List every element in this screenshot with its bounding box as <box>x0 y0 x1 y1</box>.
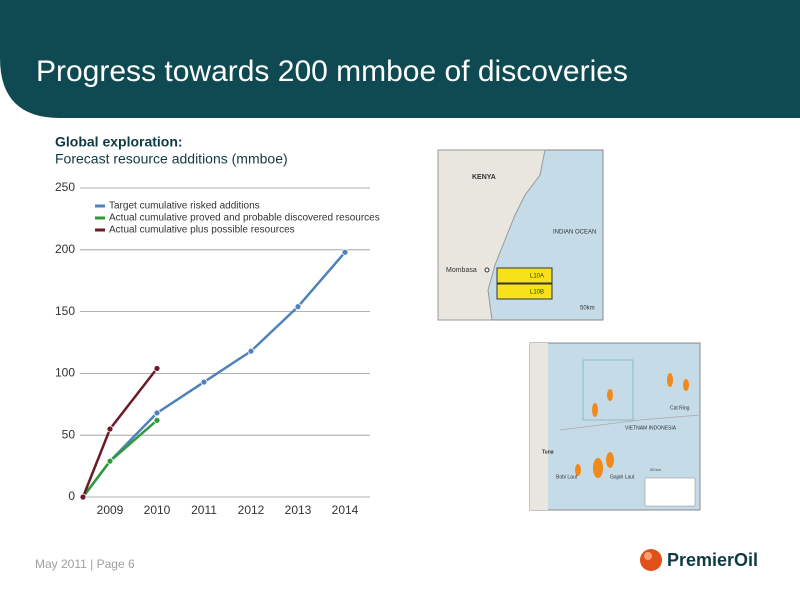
point <box>153 365 161 372</box>
point <box>341 248 349 256</box>
map-label: KENYA <box>472 174 496 181</box>
map-indonesia: Tuna Gajah Laut VIETNAM INDONESIA Cat Ri… <box>529 342 701 511</box>
logo-icon <box>640 549 662 571</box>
series-line <box>82 419 158 498</box>
x-tick-label: 2013 <box>285 503 312 517</box>
point <box>153 416 161 424</box>
logo-highlight <box>644 552 652 560</box>
y-tick-label: 100 <box>55 366 75 380</box>
map-kenya: KENYA INDIAN OCEAN Mombasa L10A L10B 50k… <box>437 149 604 321</box>
point <box>106 457 114 465</box>
series-line <box>82 251 346 498</box>
legend-label: Target cumulative risked additions <box>109 201 260 212</box>
point <box>106 425 114 433</box>
y-tick-label: 250 <box>55 180 75 194</box>
chart-title: Global exploration: <box>55 134 183 150</box>
map-label: Cat Ring <box>670 405 690 411</box>
point <box>247 347 255 355</box>
map-label: INDIAN OCEAN <box>553 230 596 236</box>
y-tick-label: 200 <box>55 242 75 256</box>
map-label: L10B <box>530 290 544 296</box>
map-label: L10A <box>530 274 544 280</box>
map-label: Bobi Laut <box>556 474 578 480</box>
x-tick-label: 2014 <box>332 503 359 517</box>
legend-label: Actual cumulative plus possible resource… <box>109 225 295 236</box>
point <box>79 493 87 501</box>
y-tick-label: 150 <box>55 304 75 318</box>
footer: May 2011 | Page 6 <box>35 557 135 571</box>
point <box>153 409 161 417</box>
series-line <box>81 367 158 498</box>
chart-subtitle: Forecast resource additions (mmboe) <box>55 151 288 167</box>
x-tick-label: 2012 <box>238 503 265 517</box>
map-label: Tuna <box>542 449 554 455</box>
map-label: VIETNAM INDONESIA <box>625 425 677 431</box>
legend-label: Actual cumulative proved and probable di… <box>109 213 380 224</box>
y-tick-label: 50 <box>62 427 76 441</box>
map-label: Mombasa <box>446 267 477 274</box>
map-label: 50km <box>580 306 595 312</box>
logo: PremierOil <box>667 550 758 570</box>
x-tick-label: 2011 <box>191 503 217 517</box>
x-tick-label: 2009 <box>97 503 124 517</box>
map-label: Gajah Laut <box>610 474 635 480</box>
x-tick-label: 2010 <box>144 503 171 517</box>
point <box>294 303 302 311</box>
y-tick-label: 0 <box>68 489 75 503</box>
map-label: 20 km <box>650 467 662 472</box>
point <box>200 378 208 386</box>
header-band <box>0 0 800 118</box>
slide-title: Progress towards 200 mmboe of discoverie… <box>36 55 628 88</box>
